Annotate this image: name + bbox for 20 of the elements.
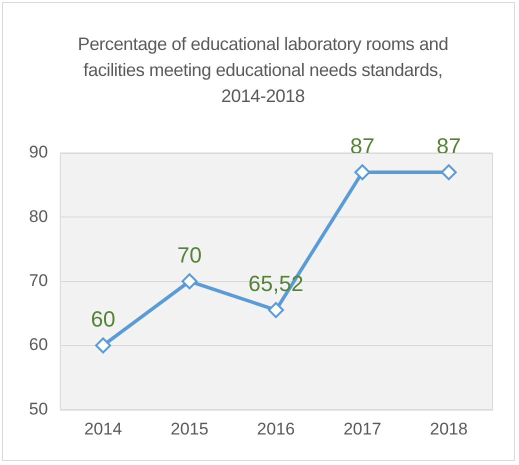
y-tick-label: 90 [28,142,48,162]
point [95,337,112,354]
point [182,273,198,290]
y-tick-label: 60 [28,335,48,354]
y-tick-label: 70 [28,270,48,290]
x-tick-label: 2015 [170,419,208,438]
x-tick-label: 2018 [430,419,468,438]
x-tick-label: 2017 [343,419,382,438]
data-label: 70 [177,242,202,268]
data-label: 87 [350,133,375,158]
data-label: 60 [90,306,116,332]
y-tick-label: 80 [28,206,48,226]
point [354,164,370,180]
point [440,164,457,180]
data-label: 87 [436,133,462,158]
y-tick-label: 50 [28,399,48,418]
chart-title: Percentage of educational laboratory rooms and facilities meeting educational needs standards, 2014-2018 [76,33,450,108]
x-tick-label: 2016 [257,419,295,438]
point [268,302,284,318]
x-tick-label: 2014 [84,419,122,438]
